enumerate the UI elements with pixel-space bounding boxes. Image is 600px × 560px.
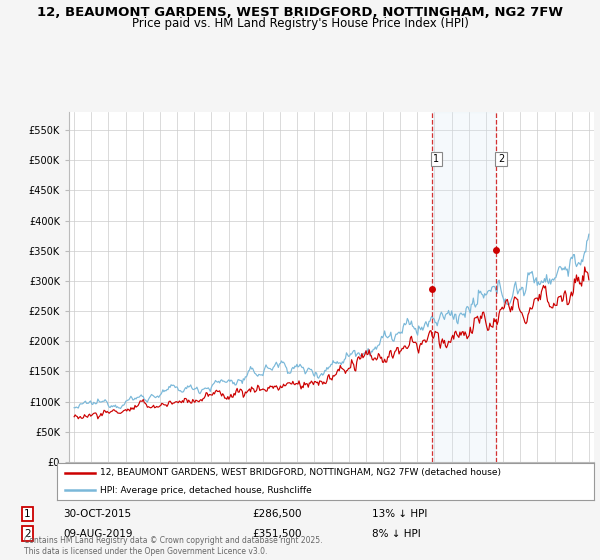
- Text: Contains HM Land Registry data © Crown copyright and database right 2025.
This d: Contains HM Land Registry data © Crown c…: [24, 536, 323, 556]
- Text: 2: 2: [498, 154, 504, 164]
- Text: 12, BEAUMONT GARDENS, WEST BRIDGFORD, NOTTINGHAM, NG2 7FW (detached house): 12, BEAUMONT GARDENS, WEST BRIDGFORD, NO…: [100, 469, 501, 478]
- Text: 8% ↓ HPI: 8% ↓ HPI: [372, 529, 421, 539]
- Text: 1: 1: [24, 509, 31, 519]
- Text: £286,500: £286,500: [252, 509, 302, 519]
- Text: 12, BEAUMONT GARDENS, WEST BRIDGFORD, NOTTINGHAM, NG2 7FW: 12, BEAUMONT GARDENS, WEST BRIDGFORD, NO…: [37, 6, 563, 18]
- Text: 09-AUG-2019: 09-AUG-2019: [63, 529, 133, 539]
- Bar: [431, 112, 496, 462]
- Text: 2: 2: [24, 529, 31, 539]
- Text: 13% ↓ HPI: 13% ↓ HPI: [372, 509, 427, 519]
- Text: £351,500: £351,500: [252, 529, 302, 539]
- Text: HPI: Average price, detached house, Rushcliffe: HPI: Average price, detached house, Rush…: [100, 486, 312, 495]
- Text: 30-OCT-2015: 30-OCT-2015: [63, 509, 131, 519]
- Text: Price paid vs. HM Land Registry's House Price Index (HPI): Price paid vs. HM Land Registry's House …: [131, 17, 469, 30]
- Text: 1: 1: [433, 154, 439, 164]
